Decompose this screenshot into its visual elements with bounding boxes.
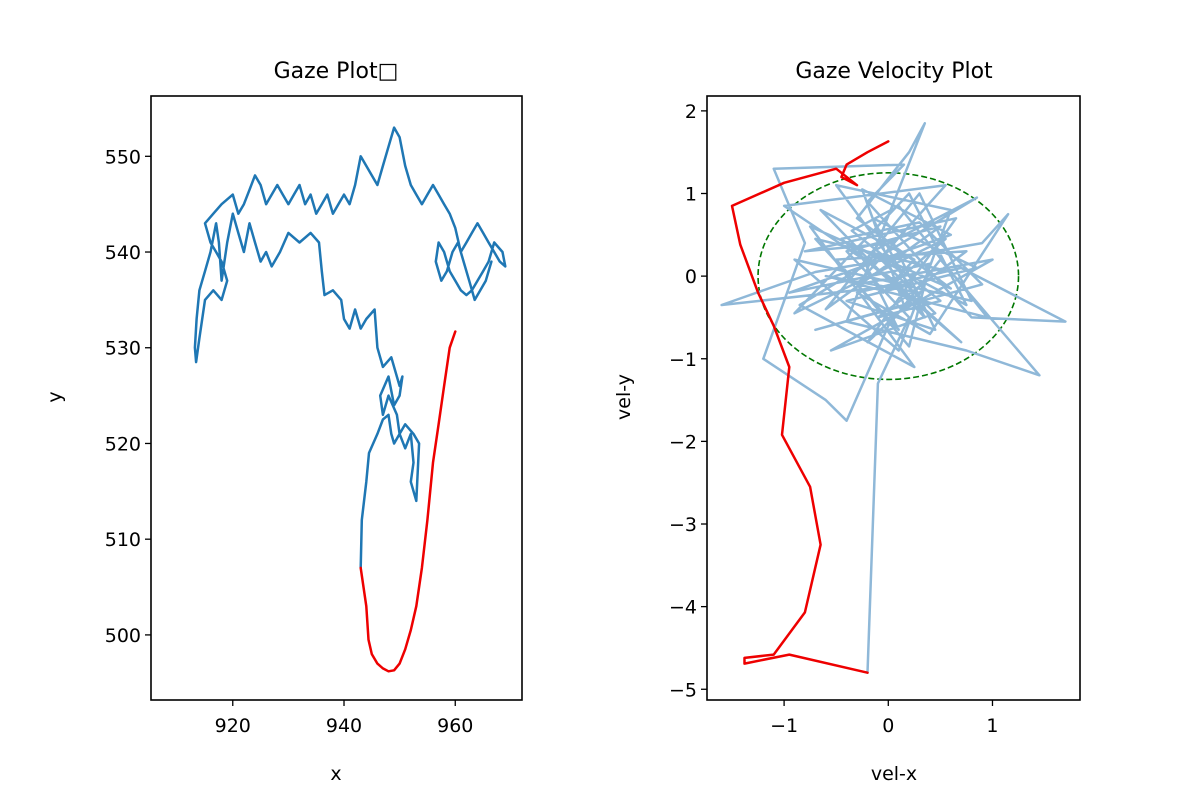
gaze-plot-ytick-label: 510 xyxy=(105,529,141,551)
gaze-velocity-threshold-circle-group xyxy=(757,172,1020,381)
gaze-plot-ytick-label: 520 xyxy=(105,433,141,455)
gaze-plot-series xyxy=(193,126,507,673)
gaze-plot-xtick-label: 920 xyxy=(215,715,251,737)
gaze-velocity-plot-series xyxy=(720,122,1067,674)
gaze-velocity-plot-xlabel: vel-x xyxy=(871,763,917,785)
gaze-velocity-plot-ytick-label: −4 xyxy=(669,597,697,619)
gaze-velocity-plot-ytick-label: −2 xyxy=(669,431,697,453)
gaze-velocity-plot-title: Gaze Velocity Plot xyxy=(795,59,993,84)
gaze-plot-axes-frame xyxy=(150,95,523,701)
gaze-velocity-plot-ylabel: vel-y xyxy=(613,374,635,420)
gaze-plot-title: Gaze Plot□ xyxy=(274,59,399,84)
velocity-threshold-circle xyxy=(757,172,1020,381)
gaze-velocity-plot-ytick-label: 2 xyxy=(685,101,697,123)
gaze-velocity-plot-ytick-label: −1 xyxy=(669,349,697,371)
gaze-plot-ytick-label: 530 xyxy=(105,338,141,360)
gaze-plot-ytick-label: 540 xyxy=(105,242,141,264)
gaze-velocity-plot-ytick-label: −3 xyxy=(669,514,697,536)
gaze-velocity-plot-ytick-label: 0 xyxy=(685,266,697,288)
gaze-plot-series-line-2 xyxy=(359,330,457,673)
gaze-plot-xtick-label: 940 xyxy=(326,715,362,737)
gaze-velocity-plot-xtick-label: 1 xyxy=(986,715,998,737)
gaze-velocity-plot-panel: Gaze Velocity Plot vel-x vel-y −1 0 1−5−4−… xyxy=(613,59,1081,785)
gaze-velocity-plot-series-line-1 xyxy=(720,122,1067,674)
gaze-velocity-plot-xtick-label: 0 xyxy=(882,715,894,737)
gaze-velocity-plot-xtick-label: −1 xyxy=(770,715,798,737)
gaze-plot-xtick-label: 960 xyxy=(437,715,473,737)
gaze-plot-ylabel: y xyxy=(44,391,66,402)
gaze-velocity-plot-ytick-label: 1 xyxy=(685,183,697,205)
gaze-velocity-plot-ytick-label: −5 xyxy=(669,679,697,701)
gaze-plot-xlabel: x xyxy=(330,763,341,785)
gaze-velocity-plot-axes-frame xyxy=(706,95,1081,701)
gaze-plot-series-line-1 xyxy=(193,126,507,570)
gaze-plot-ytick-label: 550 xyxy=(105,146,141,168)
gaze-plot-ticks: 920 940 960 500 510 520 530 540 550 xyxy=(105,146,474,737)
gaze-velocity-plot-ticks: −1 0 1 −5 −4 −3 −2 −1 0 1 2 xyxy=(669,101,999,737)
gaze-velocity-plot-series-line-2 xyxy=(730,140,890,674)
gaze-plot-ytick-label: 500 xyxy=(105,625,141,647)
gaze-plot-panel: Gaze Plot□ x y 920 940 960 500 510 520 530 540 5… xyxy=(44,59,523,785)
